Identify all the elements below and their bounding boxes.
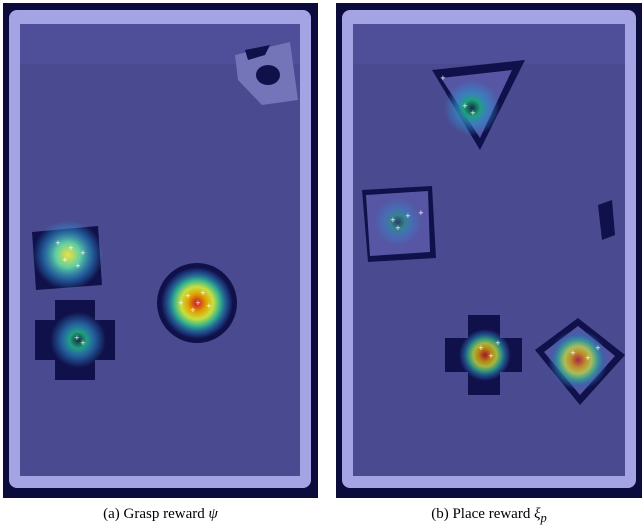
svg-text:+: +	[55, 239, 61, 247]
svg-text:+: +	[595, 344, 601, 352]
svg-text:+: +	[68, 244, 74, 252]
caption-text: Place reward	[452, 506, 530, 522]
svg-text:+: +	[418, 209, 424, 217]
images: +++++ ++++++ ++ +++ ++++ +++ +++	[0, 0, 644, 500]
svg-text:+: +	[195, 299, 201, 307]
svg-text:+: +	[75, 262, 81, 270]
svg-text:+: +	[206, 302, 212, 310]
svg-text:+: +	[570, 349, 576, 357]
caption-text: Grasp reward	[124, 506, 205, 522]
caption-b: (b) Place reward ξp	[336, 506, 642, 526]
svg-text:+: +	[585, 354, 591, 362]
svg-text:+: +	[405, 212, 411, 220]
svg-text:+: +	[440, 74, 446, 82]
svg-text:+: +	[462, 102, 468, 110]
svg-text:+: +	[178, 299, 184, 307]
svg-text:+: +	[200, 289, 206, 297]
svg-text:+: +	[470, 109, 476, 117]
svg-text:+: +	[478, 344, 484, 352]
svg-text:+: +	[488, 352, 494, 360]
caption-label: (a)	[103, 506, 120, 522]
svg-text:+: +	[190, 306, 196, 314]
svg-text:+: +	[80, 339, 86, 347]
figure: +++++ ++++++ ++ +++ ++++ +++ +++ (a) Gra…	[0, 0, 644, 529]
place-image: +++ ++++ +++ +++	[336, 3, 642, 498]
caption-symbol: ψ	[209, 506, 218, 522]
svg-text:+: +	[62, 256, 68, 264]
svg-text:+: +	[185, 292, 191, 300]
svg-text:+: +	[80, 249, 86, 257]
caption-label: (b)	[431, 506, 449, 522]
caption-a: (a) Grasp reward ψ	[3, 506, 318, 523]
svg-text:+: +	[495, 339, 501, 347]
caption-subscript: p	[541, 511, 547, 525]
svg-text:+: +	[395, 224, 401, 232]
svg-text:+: +	[390, 216, 396, 224]
grasp-image: +++++ ++++++ ++	[3, 3, 318, 498]
